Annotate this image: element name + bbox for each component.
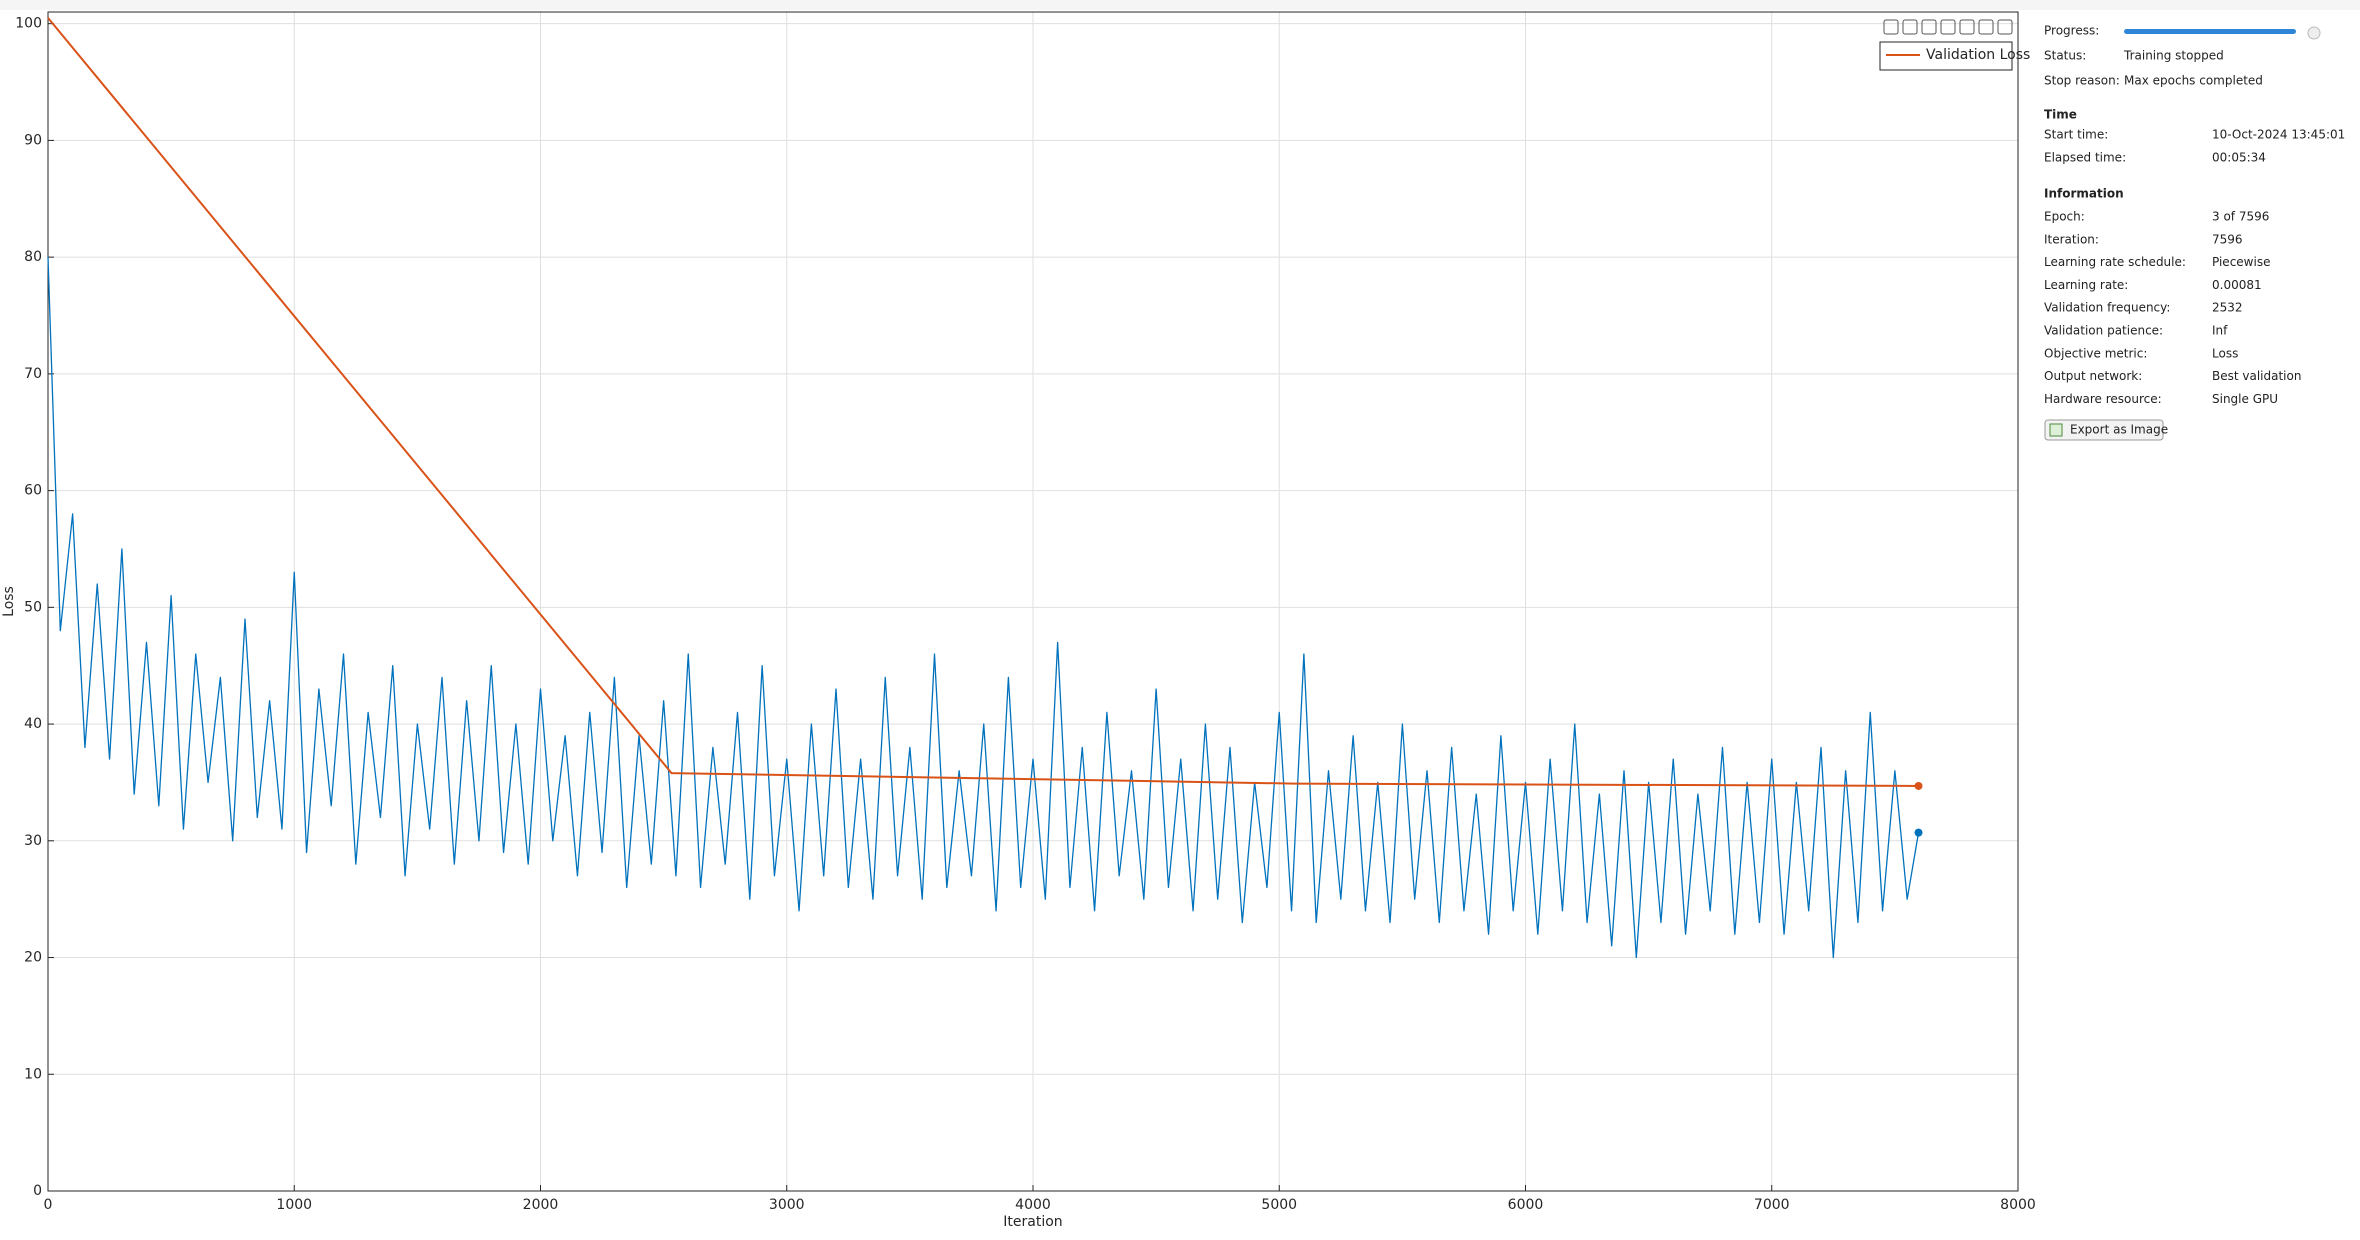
- section-heading: Information: [2044, 187, 2124, 201]
- field-value: Loss: [2212, 346, 2238, 360]
- section-heading: Time: [2044, 108, 2077, 122]
- x-axis-label: Iteration: [1003, 1214, 1062, 1230]
- y-tick-label: 0: [33, 1183, 42, 1199]
- y-tick-label: 100: [15, 16, 42, 32]
- field-value: 00:05:34: [2212, 151, 2266, 165]
- field-value: Max epochs completed: [2124, 74, 2263, 88]
- info-panel: [2028, 10, 2360, 1240]
- y-tick-label: 60: [24, 483, 42, 499]
- series-line: [47, 17, 1919, 787]
- export-label: Export as Image: [2070, 423, 2168, 437]
- toolbar-datatip[interactable]: [1921, 19, 1937, 35]
- y-axis-label: Loss: [1, 586, 17, 617]
- field-label: Hardware resource:: [2044, 392, 2162, 406]
- y-tick-label: 90: [24, 132, 42, 148]
- export-icon: [2049, 423, 2063, 437]
- field-label: Start time:: [2044, 128, 2108, 142]
- toolbar-pan[interactable]: [1940, 19, 1956, 35]
- field-value: 2532: [2212, 301, 2243, 315]
- progress-label: Progress:: [2044, 24, 2099, 38]
- field-value: 0.00081: [2212, 278, 2262, 292]
- x-tick-label: 7000: [1754, 1197, 1790, 1213]
- axes-box: [47, 11, 2019, 1192]
- x-tick-label: 5000: [1261, 1197, 1297, 1213]
- field-label: Elapsed time:: [2044, 151, 2126, 165]
- toolbar-zoom-out[interactable]: [1978, 19, 1994, 35]
- field-value: 10-Oct-2024 13:45:01: [2212, 128, 2345, 142]
- field-value: Inf: [2212, 324, 2228, 338]
- end-marker: [1914, 781, 1923, 790]
- field-label: Stop reason:: [2044, 74, 2120, 88]
- field-label: Iteration:: [2044, 232, 2099, 246]
- x-tick-label: 1000: [276, 1197, 312, 1213]
- field-label: Validation patience:: [2044, 324, 2163, 338]
- y-tick-label: 50: [24, 599, 42, 615]
- toolbar-brush[interactable]: [1902, 19, 1918, 35]
- x-tick-label: 4000: [1015, 1197, 1051, 1213]
- x-tick-label: 3000: [769, 1197, 805, 1213]
- x-tick-label: 6000: [1508, 1197, 1544, 1213]
- toolbar-home[interactable]: [1997, 19, 2013, 35]
- y-tick-label: 30: [24, 833, 42, 849]
- field-value: 3 of 7596: [2212, 210, 2269, 224]
- field-label: Output network:: [2044, 369, 2142, 383]
- x-tick-label: 8000: [2000, 1197, 2036, 1213]
- field-label: Epoch:: [2044, 210, 2085, 224]
- toolbar-export[interactable]: [1883, 19, 1899, 35]
- stop-button[interactable]: [2307, 26, 2321, 40]
- field-label: Objective metric:: [2044, 346, 2147, 360]
- y-tick-label: 70: [24, 366, 42, 382]
- field-label: Validation frequency:: [2044, 301, 2170, 315]
- export-button[interactable]: [2044, 419, 2164, 441]
- field-label: Learning rate schedule:: [2044, 255, 2186, 269]
- field-value: Training stopped: [2123, 49, 2224, 63]
- end-marker: [1914, 828, 1923, 837]
- field-label: Status:: [2044, 49, 2086, 63]
- y-tick-label: 40: [24, 716, 42, 732]
- legend-label: Validation Loss: [1926, 47, 2030, 63]
- field-label: Learning rate:: [2044, 278, 2128, 292]
- x-tick-label: 0: [44, 1197, 53, 1213]
- y-tick-label: 10: [24, 1066, 42, 1082]
- progress-bar: [2124, 29, 2296, 34]
- toolbar-zoom-in[interactable]: [1959, 19, 1975, 35]
- y-tick-label: 80: [24, 249, 42, 265]
- field-value: Single GPU: [2212, 392, 2278, 406]
- plot-panel: [0, 10, 2028, 1240]
- x-tick-label: 2000: [523, 1197, 559, 1213]
- series-line: [47, 257, 1920, 959]
- y-tick-label: 20: [24, 950, 42, 966]
- field-value: 7596: [2212, 232, 2243, 246]
- field-value: Best validation: [2212, 369, 2301, 383]
- field-value: Piecewise: [2212, 255, 2270, 269]
